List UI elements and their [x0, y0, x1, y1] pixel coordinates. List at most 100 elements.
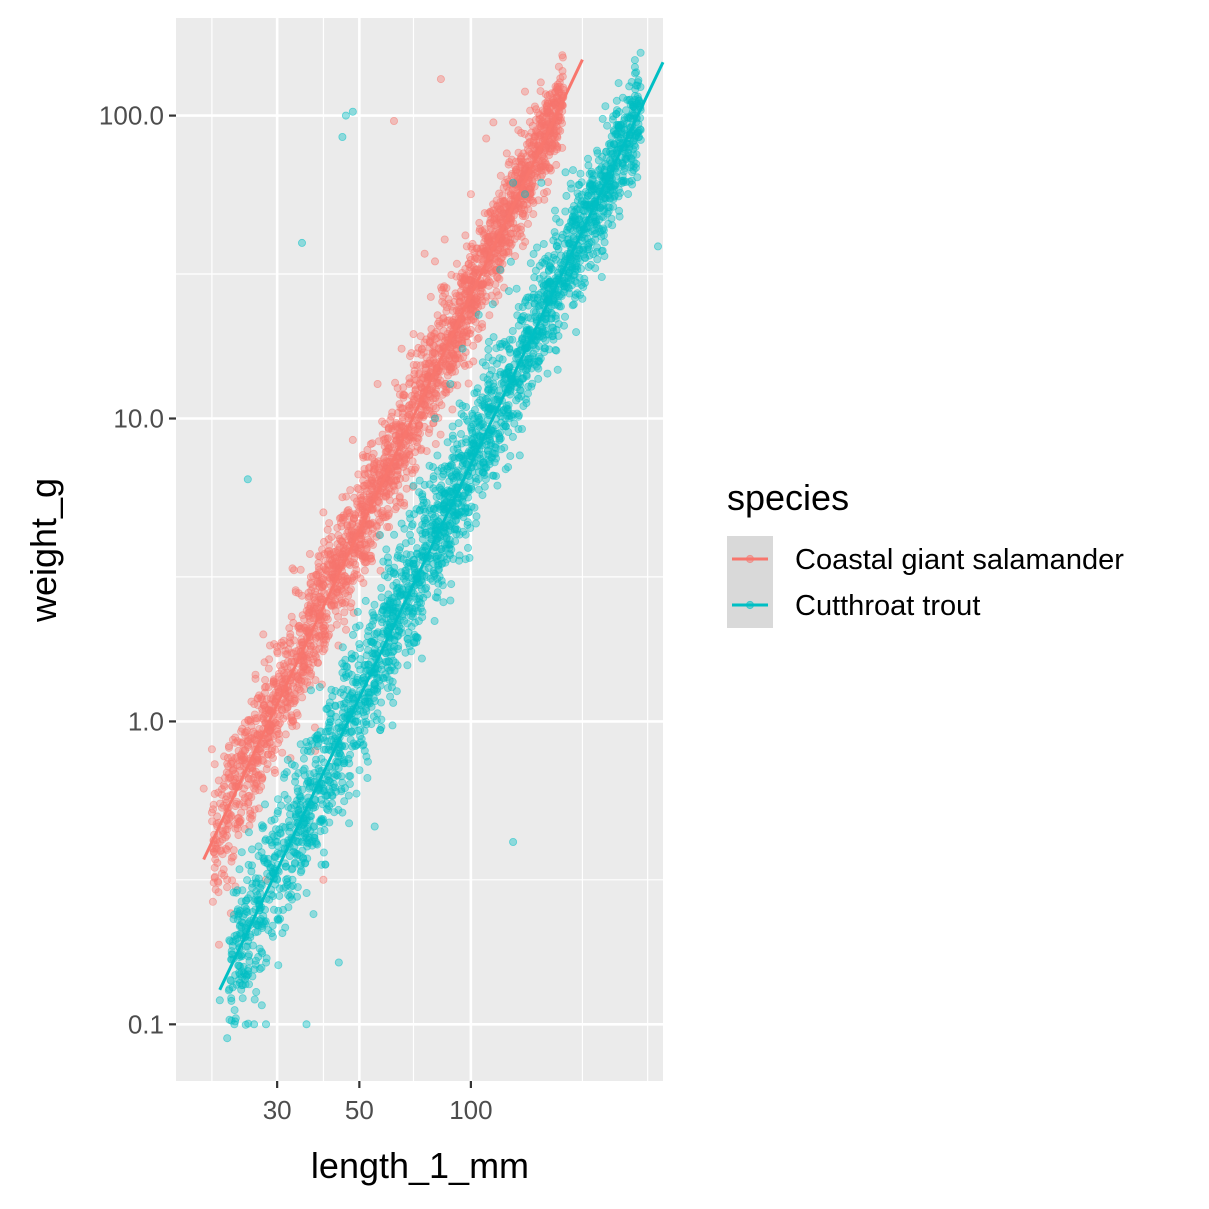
data-point	[233, 905, 242, 914]
data-point	[518, 212, 527, 221]
data-point	[508, 335, 517, 344]
data-point	[405, 642, 414, 651]
data-point	[506, 257, 515, 266]
data-point	[610, 192, 619, 201]
data-point	[494, 257, 503, 266]
data-point	[554, 62, 563, 71]
data-point	[260, 658, 269, 667]
data-point	[543, 369, 552, 378]
data-point	[485, 311, 494, 320]
data-point	[469, 341, 478, 350]
data-point	[359, 579, 368, 588]
data-point	[247, 814, 256, 823]
data-point	[405, 451, 414, 460]
data-marks	[199, 48, 665, 1043]
data-point	[258, 773, 267, 782]
data-point	[316, 827, 325, 836]
data-point	[392, 687, 401, 696]
data-point	[375, 498, 384, 507]
data-point	[248, 941, 257, 950]
data-point	[333, 612, 342, 621]
data-point	[286, 823, 295, 832]
data-point	[430, 257, 439, 266]
data-point	[340, 797, 349, 806]
data-point	[230, 1006, 239, 1015]
data-point	[360, 726, 369, 735]
data-point	[460, 361, 469, 370]
data-point	[418, 547, 427, 556]
data-point	[431, 404, 440, 413]
data-point	[383, 553, 392, 562]
data-point	[270, 640, 279, 649]
data-point	[273, 739, 282, 748]
data-point	[247, 845, 256, 854]
data-point	[493, 273, 502, 282]
data-point	[210, 850, 219, 859]
data-point	[506, 390, 515, 399]
data-point	[379, 513, 388, 522]
data-point	[223, 883, 232, 892]
data-point	[210, 760, 219, 769]
data-point	[400, 501, 409, 510]
data-point	[347, 599, 356, 608]
data-point	[224, 743, 233, 752]
data-point	[285, 624, 294, 633]
data-point	[625, 96, 634, 105]
data-point	[455, 399, 464, 408]
data-point	[270, 766, 279, 775]
data-point	[209, 878, 218, 887]
data-point	[475, 218, 484, 227]
data-point	[224, 762, 233, 771]
data-point	[384, 433, 393, 442]
data-point	[337, 787, 346, 796]
data-point	[321, 631, 330, 640]
data-point	[250, 784, 259, 793]
data-point	[351, 560, 360, 569]
data-point	[447, 270, 456, 279]
data-point	[245, 791, 254, 800]
data-point	[398, 409, 407, 418]
data-point	[264, 733, 273, 742]
data-point	[326, 715, 335, 724]
data-point	[269, 832, 278, 841]
data-point	[396, 543, 405, 552]
data-point	[394, 430, 403, 439]
data-point	[601, 159, 610, 168]
data-point	[482, 134, 491, 143]
data-point	[382, 545, 391, 554]
data-point	[295, 679, 304, 688]
data-point	[464, 379, 473, 388]
data-point	[623, 152, 632, 161]
data-point	[520, 129, 529, 138]
data-point	[331, 607, 340, 616]
data-point	[319, 639, 328, 648]
data-point	[399, 383, 408, 392]
data-point	[319, 508, 328, 517]
data-point	[233, 824, 242, 833]
data-point	[507, 171, 516, 180]
data-point	[440, 282, 449, 291]
data-point	[576, 200, 585, 209]
data-point	[541, 162, 550, 171]
data-point	[254, 701, 263, 710]
data-point	[406, 433, 415, 442]
data-point	[282, 862, 291, 871]
data-point	[627, 176, 636, 185]
data-point	[483, 394, 492, 403]
data-point	[513, 232, 522, 241]
data-point	[389, 117, 398, 126]
data-point	[375, 531, 384, 540]
data-point	[270, 768, 279, 777]
data-point	[323, 615, 332, 624]
data-point	[360, 464, 369, 473]
data-point	[269, 679, 278, 688]
data-point	[274, 961, 283, 970]
data-point	[247, 734, 256, 743]
data-point	[305, 812, 314, 821]
data-point	[391, 505, 400, 514]
data-point	[273, 647, 282, 656]
data-point	[409, 395, 418, 404]
data-point	[615, 206, 624, 215]
data-point	[491, 280, 500, 289]
data-point	[259, 822, 268, 831]
